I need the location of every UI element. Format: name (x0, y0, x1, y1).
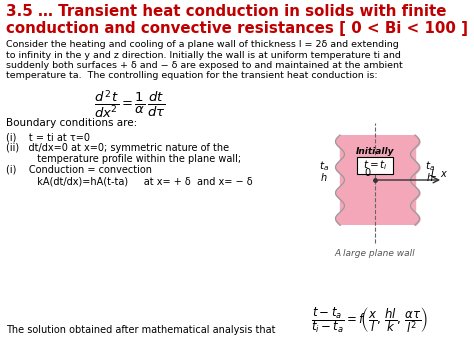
Text: Initially: Initially (356, 147, 394, 155)
FancyBboxPatch shape (357, 157, 393, 174)
Text: $h$: $h$ (426, 171, 434, 183)
Text: suddenly both surfaces + δ and − δ are exposed to and maintained at the ambient: suddenly both surfaces + δ and − δ are e… (6, 61, 403, 70)
Text: $\dfrac{t - t_a}{t_i - t_a} = f\!\left(\dfrac{x}{l},\,\dfrac{hl}{k},\,\dfrac{\al: $\dfrac{t - t_a}{t_i - t_a} = f\!\left(\… (311, 305, 428, 335)
Text: (i)    Conduction = convection: (i) Conduction = convection (6, 165, 152, 175)
Text: $t_a$: $t_a$ (425, 159, 435, 173)
Text: The solution obtained after mathematical analysis that: The solution obtained after mathematical… (6, 325, 275, 335)
Text: $\dfrac{d^{\,2}t}{dx^2} = \dfrac{1}{\alpha}\,\dfrac{dt}{d\tau}$: $\dfrac{d^{\,2}t}{dx^2} = \dfrac{1}{\alp… (94, 88, 166, 120)
Text: $h$: $h$ (320, 171, 328, 183)
Text: temperature profile within the plane wall;: temperature profile within the plane wal… (6, 154, 241, 164)
Text: Consider the heating and cooling of a plane wall of thickness l = 2δ and extendi: Consider the heating and cooling of a pl… (6, 40, 399, 49)
Text: L: L (431, 169, 437, 179)
Text: kA(dt/dx)=hA(t-ta)     at x= + δ  and x= − δ: kA(dt/dx)=hA(t-ta) at x= + δ and x= − δ (6, 176, 253, 186)
Text: A large plane wall: A large plane wall (335, 249, 415, 258)
Text: Boundary conditions are:: Boundary conditions are: (6, 118, 137, 128)
Text: x: x (440, 169, 446, 179)
Text: 3.5 … Transient heat conduction in solids with finite: 3.5 … Transient heat conduction in solid… (6, 4, 447, 19)
Text: 0: 0 (365, 168, 371, 178)
Bar (340, 135, 415, 225)
Text: to infinity in the y and z direction. Initially the wall is at uniform temperatu: to infinity in the y and z direction. In… (6, 50, 401, 60)
Text: (i)    t = ti at τ=0: (i) t = ti at τ=0 (6, 132, 90, 142)
Text: temperature ta.  The controlling equation for the transient heat conduction is:: temperature ta. The controlling equation… (6, 71, 378, 81)
Text: $t_a$: $t_a$ (319, 159, 329, 173)
Text: conduction and convective resistances [ 0 < Bi < 100 ]: conduction and convective resistances [ … (6, 21, 468, 36)
Text: (ii)   dt/dx=0 at x=0; symmetric nature of the: (ii) dt/dx=0 at x=0; symmetric nature of… (6, 143, 229, 153)
Text: $t=t_i$: $t=t_i$ (363, 159, 387, 173)
